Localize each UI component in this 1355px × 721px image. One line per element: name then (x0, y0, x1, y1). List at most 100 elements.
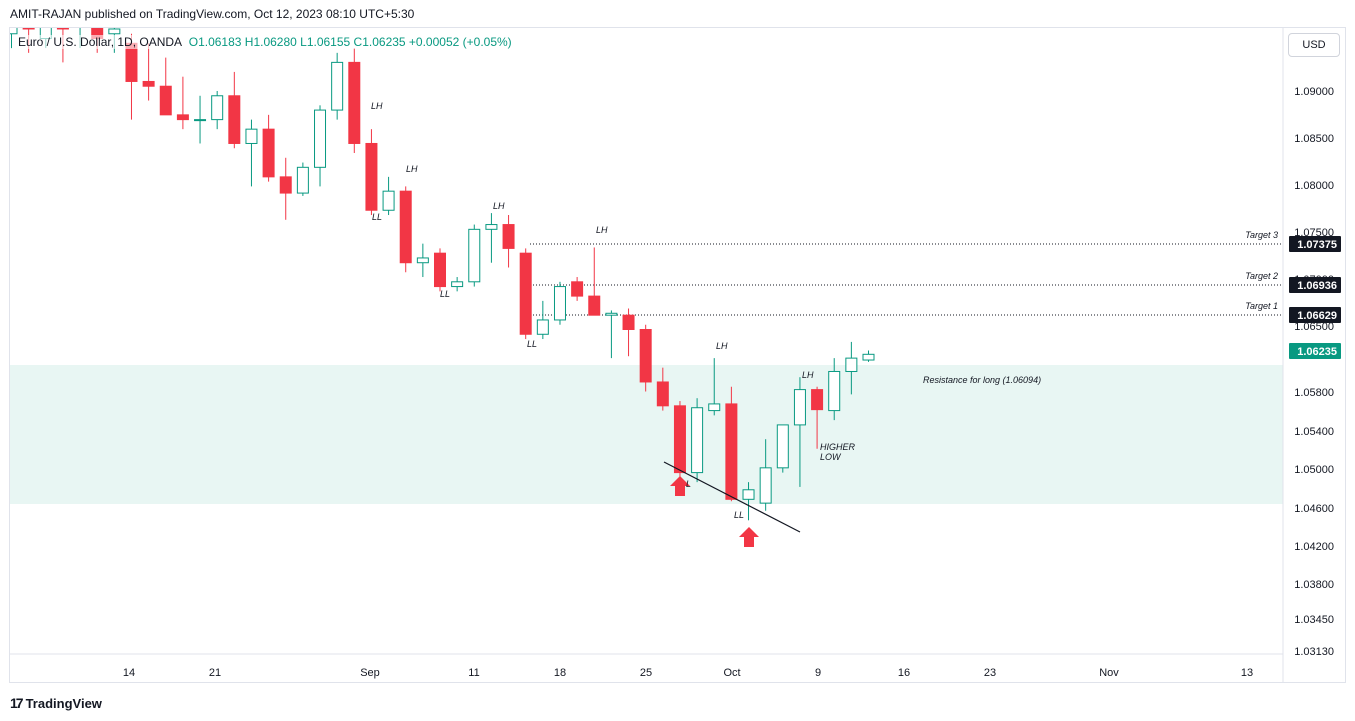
time-tick-label: 16 (898, 667, 910, 679)
candle[interactable] (519, 248, 532, 340)
candle[interactable] (296, 162, 309, 196)
time-tick-label: 25 (640, 667, 652, 679)
candle[interactable] (845, 341, 858, 395)
candle-body (691, 407, 704, 474)
candle[interactable] (862, 350, 875, 362)
symbol-name: Euro / U.S. Dollar, 1D, OANDA (18, 35, 182, 49)
candle-body (211, 95, 224, 121)
candle[interactable] (416, 243, 429, 278)
candle-body (468, 228, 481, 283)
candle[interactable] (502, 215, 515, 268)
target-price-tag-bg (1289, 277, 1341, 293)
candle[interactable] (759, 439, 772, 511)
price-tick-label: 1.09000 (1294, 86, 1334, 98)
candle-body (519, 252, 532, 335)
target-price-tag[interactable]: 1.06936 (1289, 277, 1341, 293)
candle-body (348, 61, 361, 144)
price-tick-label: 1.03450 (1294, 614, 1334, 626)
price-tick-label: 1.03130 (1294, 646, 1334, 658)
chart-frame[interactable] (9, 27, 1346, 683)
time-tick-label: 21 (209, 667, 221, 679)
candle-body (434, 252, 446, 288)
candle[interactable] (742, 482, 755, 521)
price-tick-label: 1.06500 (1294, 321, 1334, 333)
target-price-tag[interactable]: 1.07375 (1289, 236, 1341, 252)
candle[interactable] (382, 176, 395, 216)
candle[interactable] (673, 401, 686, 483)
candle[interactable] (176, 76, 189, 130)
candle[interactable] (314, 105, 327, 187)
target-price-tag-text: 1.06936 (1297, 280, 1337, 292)
candle[interactable] (793, 377, 806, 487)
symbol-legend[interactable]: Euro / U.S. Dollar, 1D, OANDA O1.06183 H… (18, 35, 512, 49)
candle-body (159, 85, 172, 116)
candle[interactable] (451, 277, 464, 292)
publisher-line: AMIT-RAJAN published on TradingView.com,… (10, 7, 415, 21)
candle[interactable] (776, 424, 789, 473)
candle-body (416, 257, 429, 264)
price-axis[interactable]: 1.090001.085001.080001.075001.070001.065… (1294, 86, 1334, 658)
candle[interactable] (622, 308, 635, 357)
candle-body (553, 286, 566, 321)
candle-body (75, 19, 86, 24)
candle[interactable] (279, 157, 292, 220)
candle[interactable] (228, 71, 241, 149)
candle[interactable] (605, 310, 618, 359)
candle[interactable] (656, 367, 669, 411)
candle-body (725, 403, 738, 500)
candle-body (125, 42, 138, 82)
candle[interactable] (365, 129, 378, 216)
candle[interactable] (211, 91, 224, 130)
candle[interactable] (331, 52, 344, 120)
candle[interactable] (399, 186, 412, 273)
candle-body (296, 166, 309, 194)
candle[interactable] (811, 386, 824, 449)
structure-label: LL (440, 289, 450, 299)
target-price-tag[interactable]: 1.06629 (1289, 307, 1341, 323)
structure-label: LH (802, 370, 814, 380)
candle[interactable] (536, 300, 549, 340)
candle[interactable] (348, 48, 361, 154)
currency-button[interactable]: USD (1288, 33, 1340, 57)
price-tick-label: 1.04200 (1294, 541, 1334, 553)
candle[interactable] (434, 248, 446, 292)
structure-label: HIGHER (820, 442, 856, 452)
time-axis[interactable]: 14 21 Sep 11 18 25 Oct 9 16 23 Nov 13 (123, 667, 1253, 679)
tradingview-logo[interactable]: 17 TradingView (10, 695, 102, 711)
candle-body (656, 381, 669, 407)
candle-body (331, 61, 344, 111)
candle-body (56, 28, 69, 30)
candle[interactable] (639, 324, 652, 392)
up-arrow-icon[interactable] (739, 527, 759, 547)
candle[interactable] (553, 281, 566, 325)
candle[interactable] (142, 43, 155, 101)
candle[interactable] (245, 119, 258, 187)
support-trendline[interactable] (663, 461, 801, 533)
candle[interactable] (708, 358, 721, 416)
candle[interactable] (159, 57, 172, 116)
candle[interactable] (725, 386, 738, 502)
candle-body (314, 109, 327, 168)
candle[interactable] (588, 247, 601, 316)
target-label: Target 1 (1245, 301, 1278, 311)
up-arrow-icon[interactable] (670, 476, 690, 496)
candle[interactable] (485, 213, 498, 263)
candle-body (793, 389, 806, 426)
candle[interactable] (828, 358, 841, 421)
last-price-tag[interactable]: 1.06235 (1289, 343, 1341, 359)
candle[interactable] (571, 277, 584, 301)
price-tick-label: 1.08000 (1294, 180, 1334, 192)
structure-label: LH (371, 101, 383, 111)
candle[interactable] (194, 95, 207, 144)
target-price-tag-bg (1289, 236, 1341, 252)
resistance-zone[interactable] (10, 365, 1283, 504)
candle[interactable] (468, 224, 481, 287)
candle-body (571, 281, 584, 297)
candle[interactable] (6, 10, 18, 49)
target-price-tag-bg (1289, 307, 1341, 323)
candle[interactable] (691, 398, 704, 483)
ohlc-values: O1.06183 H1.06280 L1.06155 C1.06235 +0.0… (188, 35, 512, 49)
time-tick-label: 13 (1241, 667, 1253, 679)
candle[interactable] (262, 114, 275, 182)
